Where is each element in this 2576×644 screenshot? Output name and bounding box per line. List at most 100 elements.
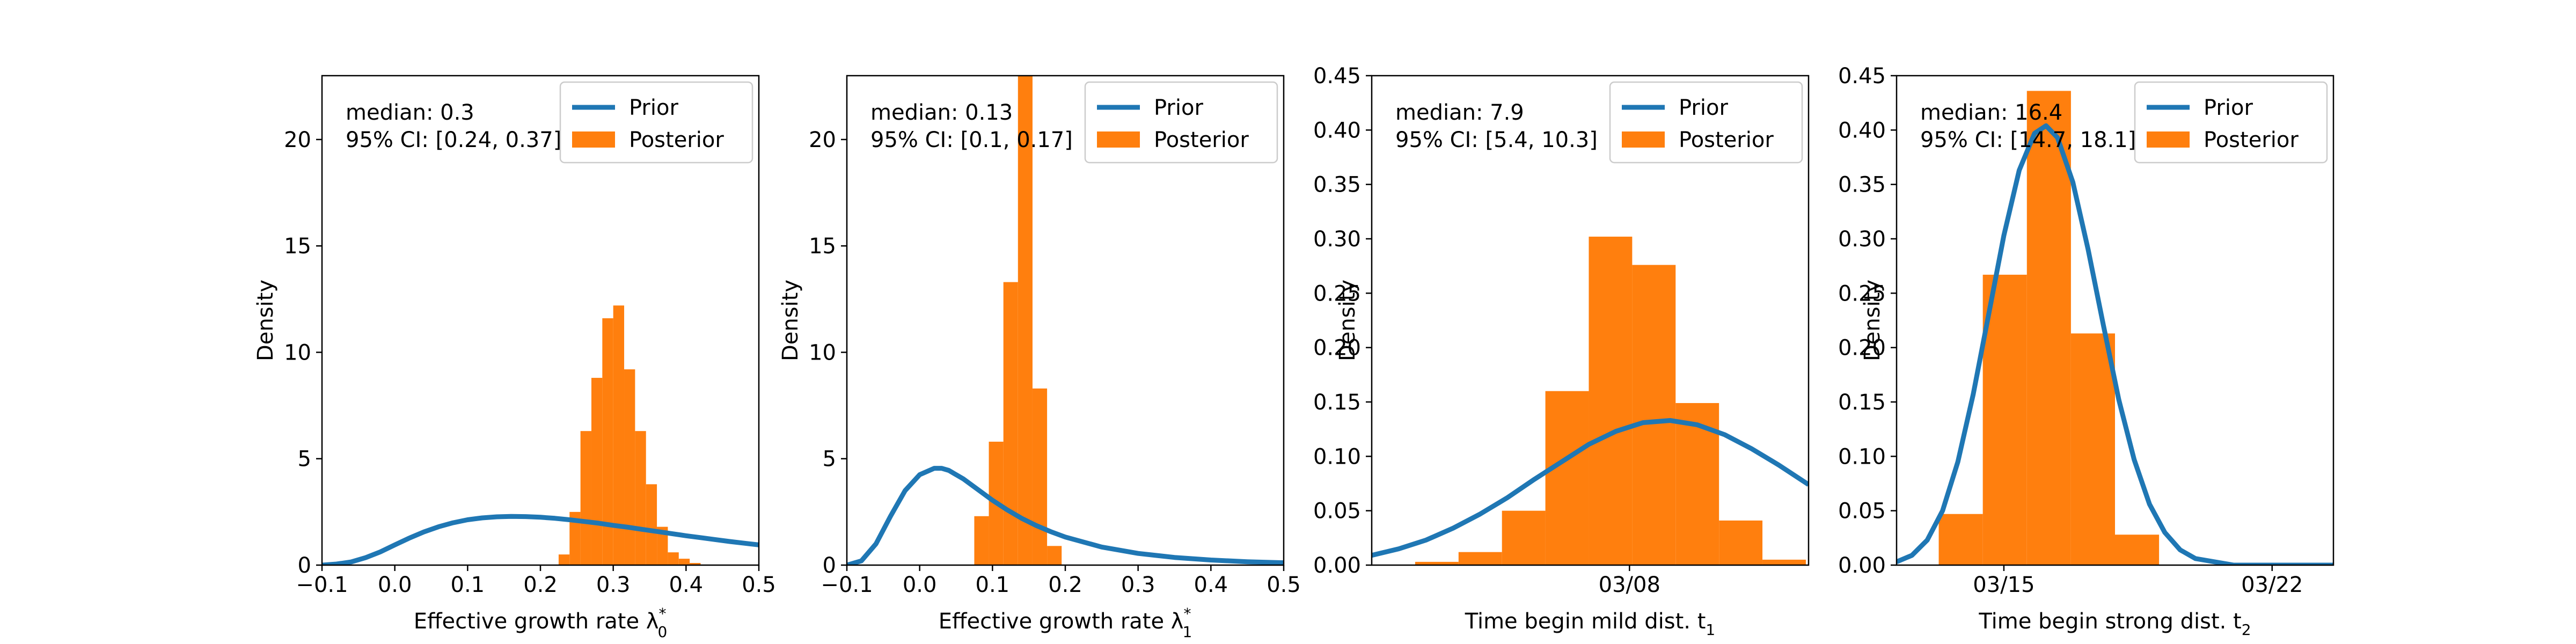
y-tick-label: 20 (809, 128, 836, 152)
ci-text: 95% CI: [0.24, 0.37] (346, 128, 561, 152)
legend-prior-label: Prior (2204, 96, 2253, 120)
legend: Prior Posterior (2134, 81, 2328, 164)
legend-posterior-swatch (572, 131, 615, 148)
plot-area (322, 305, 759, 565)
prior-curve (322, 514, 759, 565)
prior-curve (1897, 123, 2333, 565)
posterior-bar (2115, 535, 2160, 565)
subplot-1: −0.1 0.0 0.1 0.2 0.3 0.4 0.5 0 5 10 15 20 Effective … (253, 75, 776, 641)
x-tick-label: 0.3 (596, 573, 631, 597)
posterior-bar (558, 554, 570, 565)
median-text: median: 7.9 (1395, 100, 1524, 125)
median-text: median: 0.13 (870, 100, 1013, 125)
posterior-bar (1589, 236, 1633, 565)
legend-posterior-label: Posterior (1679, 128, 1774, 152)
posterior-bar (1502, 510, 1546, 565)
y-tick-label: 0.40 (1838, 118, 1886, 143)
y-tick-label: 0.35 (1313, 173, 1361, 197)
ci-text: 95% CI: [0.1, 0.17] (870, 128, 1073, 152)
subplot-3: 03/08 0.00 0.05 0.10 0.15 0.20 0.25 0.30 0.35 0.4… (1313, 64, 1810, 639)
x-axis-label: Time begin strong dist. t2 (1978, 609, 2251, 639)
y-tick-label: 0.15 (1313, 390, 1361, 415)
axes-frame (1896, 75, 2334, 566)
x-tick-label: 0.1 (976, 573, 1010, 597)
y-tick-label: 0.00 (1838, 553, 1886, 578)
median-text: median: 16.4 (1920, 100, 2062, 125)
posterior-bar (1032, 388, 1048, 565)
subplot-4: 03/15 03/22 0.00 0.05 0.10 0.15 0.20 0.25 0.30 0.… (1838, 64, 2334, 639)
posterior-bar (1415, 561, 1459, 565)
legend-posterior-swatch (1097, 131, 1140, 148)
posterior-bar (974, 516, 989, 565)
y-tick-label: 5 (298, 447, 311, 472)
x-tick-label: 0.0 (378, 573, 412, 597)
y-tick-label: 0 (298, 553, 311, 578)
posterior-bar (1545, 391, 1589, 565)
y-axis-label: Density (1860, 280, 1885, 361)
x-tick-label: 0.4 (1194, 573, 1228, 597)
x-tick-label: 0.5 (1267, 573, 1301, 597)
posterior-bar (569, 511, 581, 565)
posterior-bar (1719, 520, 1763, 565)
x-tick-label: 0.0 (903, 573, 937, 597)
x-tick-label: 0.2 (1048, 573, 1082, 597)
posterior-bar (613, 305, 625, 565)
posterior-bar (1003, 282, 1018, 565)
y-tick-label: 0.00 (1313, 553, 1361, 578)
x-tick-label: 0.4 (669, 573, 704, 597)
posterior-bar (646, 484, 657, 565)
prior-curve (1372, 418, 1809, 558)
y-tick-label: 0.10 (1838, 444, 1886, 469)
plot-area (1897, 91, 2333, 565)
legend-posterior-label: Posterior (1154, 128, 1249, 152)
x-tick-label: 03/22 (2241, 573, 2303, 597)
x-tick-label: 03/15 (1973, 573, 2035, 597)
posterior-bar (624, 369, 635, 565)
legend-prior-label: Prior (629, 96, 678, 120)
posterior-bar (580, 431, 591, 565)
legend-prior-label: Prior (1679, 96, 1728, 120)
y-tick-label: 0.20 (1313, 336, 1361, 361)
legend: Prior Posterior (1084, 81, 1278, 164)
y-tick-label: 0.45 (1838, 64, 1886, 89)
legend-prior-label: Prior (1154, 96, 1203, 120)
x-tick-label: 0.2 (523, 573, 558, 597)
x-tick-label: 03/08 (1599, 573, 1660, 597)
posterior-bar (1018, 76, 1033, 565)
y-tick-label: 0.30 (1838, 227, 1886, 252)
legend: Prior Posterior (559, 81, 753, 164)
posterior-bar (1762, 559, 1806, 565)
y-tick-label: 0.10 (1313, 444, 1361, 469)
y-tick-label: 0.05 (1313, 499, 1361, 524)
axes-frame (1371, 75, 1810, 566)
posterior-bar (690, 563, 701, 565)
posterior-bar (602, 318, 613, 565)
x-axis-label: Effective growth rate λ* 1 (939, 605, 1192, 641)
x-tick-label: 0.1 (451, 573, 485, 597)
y-tick-label: 15 (809, 234, 836, 259)
legend-posterior-swatch (1622, 131, 1665, 148)
x-tick-label: 0.3 (1121, 573, 1155, 597)
posterior-bar (591, 378, 603, 565)
y-tick-label: 10 (284, 340, 311, 365)
y-tick-label: 0.30 (1313, 227, 1361, 252)
y-axis-label: Density (253, 280, 278, 361)
y-axis-label: Density (778, 280, 803, 361)
y-tick-label: 0 (823, 553, 836, 578)
plot-area (1372, 236, 1809, 565)
y-tick-label: 0.20 (1838, 336, 1886, 361)
legend: Prior Posterior (1609, 81, 1803, 164)
posterior-bar (1982, 274, 2027, 565)
median-text: median: 0.3 (346, 100, 474, 125)
y-tick-label: 15 (284, 234, 311, 259)
ci-text: 95% CI: [14.7, 18.1] (1920, 128, 2136, 152)
x-tick-label: −0.1 (821, 573, 873, 597)
x-axis-label: Time begin mild dist. t1 (1465, 609, 1715, 639)
y-tick-label: 20 (284, 128, 311, 152)
x-tick-label: 0.5 (742, 573, 776, 597)
posterior-bar (635, 431, 646, 565)
y-tick-label: 0.05 (1838, 499, 1886, 524)
ci-text: 95% CI: [5.4, 10.3] (1395, 128, 1598, 152)
legend-posterior-swatch (2147, 131, 2190, 148)
